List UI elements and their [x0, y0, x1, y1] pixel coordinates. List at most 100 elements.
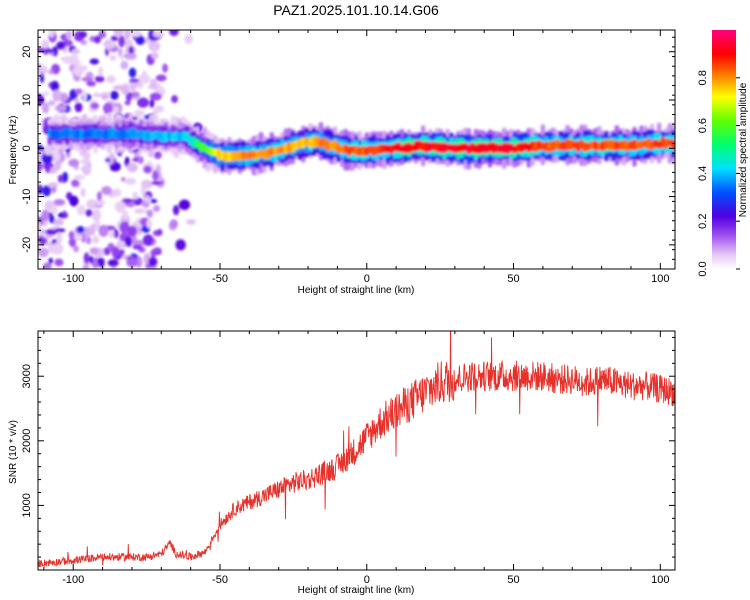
noise-blob: [112, 188, 122, 197]
ridge-cell: [220, 151, 225, 160]
noise-blob: [86, 80, 96, 87]
noise-blob: [80, 39, 88, 45]
noise-blob: [119, 221, 129, 233]
ridge-cell: [251, 150, 257, 160]
noise-blob: [125, 177, 137, 185]
noise-blob: [56, 232, 63, 244]
noise-blob: [128, 78, 140, 83]
ridge-cell: [484, 143, 489, 154]
noise-blob: [44, 163, 51, 169]
ridge-cell: [607, 139, 613, 151]
noise-blob: [69, 60, 82, 66]
ridge-cell: [230, 151, 236, 162]
ridge-cell: [378, 144, 384, 154]
ridge-cell: [382, 144, 387, 153]
heatmap-xlabel: Height of straight line (km): [298, 285, 415, 296]
chart-title: PAZ1.2025.101.10.14.G06: [273, 2, 439, 18]
noise-blob: [48, 100, 56, 106]
ridge-cell: [590, 140, 595, 150]
ridge-cell: [93, 129, 98, 139]
noise-blob: [127, 225, 138, 237]
ridge-cell: [199, 142, 204, 153]
ridge-cell: [463, 142, 468, 152]
ridge-cell: [58, 130, 63, 140]
noise-blob: [113, 30, 124, 37]
ridge-cell: [572, 141, 577, 150]
noise-blob: [90, 102, 100, 110]
noise-blob: [150, 52, 159, 60]
ridge-cell: [618, 140, 623, 151]
ridge-cell: [68, 128, 74, 138]
noise-blob: [128, 45, 135, 56]
noise-blob: [113, 106, 119, 114]
ridge-cell: [477, 142, 482, 155]
y-tick-label: 10: [21, 94, 33, 106]
ridge-cell: [565, 139, 570, 151]
noise-blob: [146, 219, 153, 229]
noise-blob: [125, 91, 133, 102]
ridge-cell: [163, 131, 169, 142]
y-tick-label: 1000: [21, 493, 33, 517]
noise-blob: [122, 198, 133, 204]
noise-blob: [90, 223, 96, 236]
ridge-cell: [343, 144, 348, 154]
noise-blob: [171, 95, 179, 104]
x-tick-label: 100: [651, 273, 669, 285]
noise-blob: [149, 98, 155, 109]
noise-blob: [46, 48, 56, 53]
ridge-cell: [170, 133, 176, 142]
ridge-cell: [523, 141, 528, 151]
ridge-cell: [258, 149, 264, 158]
noise-blob: [82, 163, 92, 176]
noise-blob: [155, 74, 167, 82]
noise-blob: [109, 161, 121, 172]
ridge-cell: [417, 140, 422, 151]
y-tick-label: -20: [21, 237, 33, 253]
ridge-cell: [593, 140, 598, 151]
noise-blob: [142, 234, 154, 247]
ridge-cell: [72, 129, 77, 140]
ridge-cell: [632, 139, 637, 151]
ridge-cell: [287, 142, 292, 154]
noise-blob: [68, 230, 75, 240]
noise-blob: [74, 102, 83, 113]
noise-blob: [110, 35, 118, 42]
ridge-cell: [671, 139, 675, 150]
noise-blob: [152, 108, 159, 115]
noise-blob: [135, 35, 146, 45]
ridge-cell: [625, 140, 630, 152]
ridge-cell: [385, 144, 391, 154]
ridge-cell: [452, 143, 458, 154]
ridge-cell: [234, 151, 239, 161]
ridge-cell: [494, 143, 500, 153]
noise-blob: [38, 221, 42, 232]
ridge-cell: [322, 137, 327, 148]
noise-blob: [107, 259, 119, 267]
noise-blob: [132, 244, 143, 250]
noise-blob: [52, 204, 58, 215]
ridge-cell: [628, 140, 634, 150]
ridge-cell: [442, 142, 447, 154]
noise-blob: [89, 58, 99, 65]
ridge-cell: [255, 150, 260, 160]
ridge-cell: [311, 136, 317, 148]
ridge-cell: [586, 142, 591, 151]
ridge-cell: [554, 139, 560, 151]
noise-blob: [41, 152, 53, 164]
noise-blob: [82, 90, 87, 102]
ridge-cell: [375, 145, 380, 155]
noise-blob: [102, 102, 113, 114]
ridge-cell: [332, 140, 338, 152]
x-tick-label: 0: [364, 273, 370, 285]
ridge-cell: [241, 150, 246, 160]
noise-blob: [45, 229, 58, 236]
ridge-cell: [642, 139, 648, 148]
x-tick-label: -50: [212, 574, 228, 586]
noise-blob: [98, 259, 105, 268]
snr-frame: [37, 330, 676, 571]
ridge-cell: [413, 140, 419, 152]
noise-blob: [124, 236, 133, 247]
noise-blob: [94, 218, 101, 231]
noise-blob: [101, 94, 109, 100]
